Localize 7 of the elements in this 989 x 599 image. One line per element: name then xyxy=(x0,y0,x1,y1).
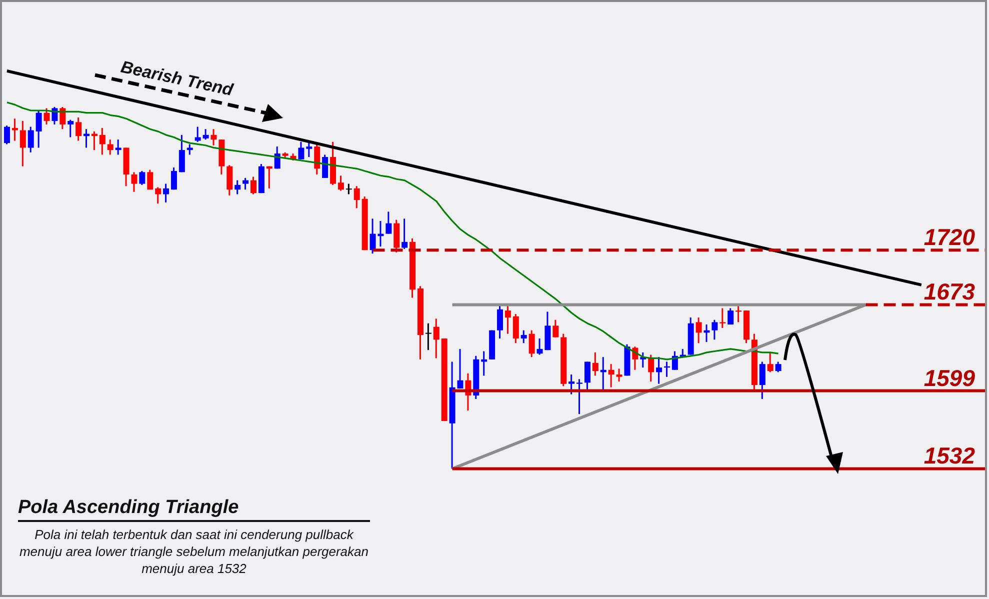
y-tick-label: 1532 xyxy=(924,442,976,469)
text: Pola ini telah terbentuk dan saat ini cenderung pullback menuju area lower triangle sebelum melanjutkan pergerakan menuju area 1532 xyxy=(18,526,370,577)
y-tick-label: 1673 xyxy=(924,278,976,305)
annotation: Bearish Trend xyxy=(119,57,236,100)
y-tick-label: 1720 xyxy=(924,224,976,250)
text: Pola Ascending Triangle xyxy=(18,497,370,522)
y-tick-label: 1599 xyxy=(924,364,976,391)
